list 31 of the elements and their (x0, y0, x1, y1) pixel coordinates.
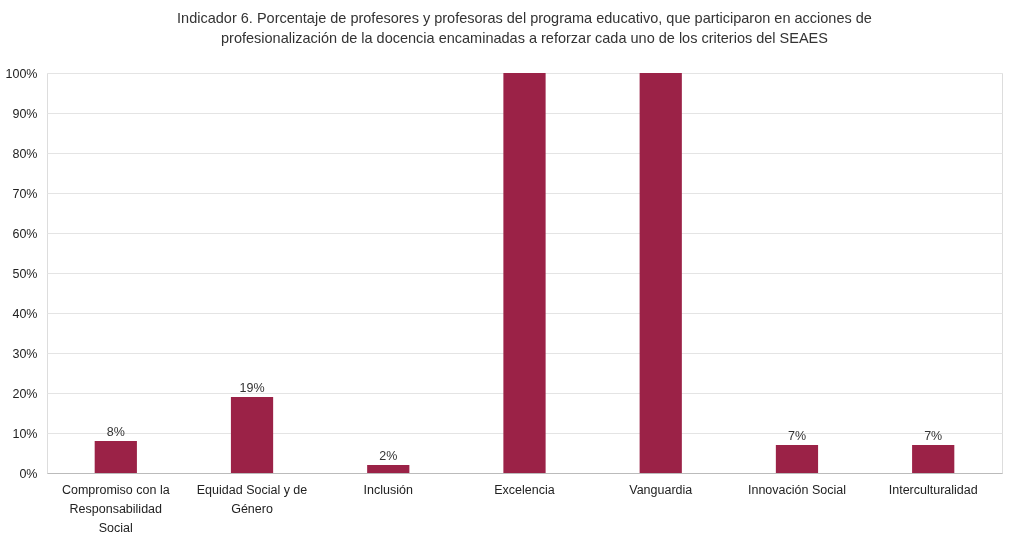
y-tick-label: 100% (5, 66, 38, 81)
x-tick-label: Interculturalidad (888, 482, 978, 497)
y-tick-label: 0% (19, 466, 38, 481)
data-label: 7% (924, 429, 943, 443)
y-tick-label: 10% (12, 426, 38, 441)
data-label: 8% (106, 425, 125, 439)
data-label: 7% (787, 429, 807, 443)
y-tick-label: 70% (12, 186, 38, 201)
bar (367, 465, 410, 473)
data-label: 19% (239, 381, 265, 395)
x-tick-label: Equidad Social y de Género (196, 482, 308, 516)
bar (230, 397, 274, 473)
bar (503, 73, 546, 473)
bar (94, 441, 137, 473)
x-tick-label: Vanguardia (629, 482, 693, 497)
x-tick-label: Innovación Social (747, 482, 846, 497)
chart-title: Indicador 6. Porcentaje de profesores y profesoras del programa educativo, que participaron en acciones de profesionalización de la docencia encaminadas a reforzar cada uno de los criterios del SEAES (177, 9, 872, 46)
bar (639, 73, 682, 473)
bar (775, 445, 819, 473)
data-label: 2% (379, 449, 398, 463)
y-tick-label: 80% (12, 146, 38, 161)
y-tick-label: 60% (12, 226, 38, 241)
y-tick-label: 90% (12, 106, 38, 121)
y-tick-label: 30% (12, 346, 38, 361)
x-tick-label: Compromiso con la Responsabilidad Social (61, 482, 170, 535)
y-tick-label: 40% (12, 306, 38, 321)
x-tick-label: Inclusión (363, 482, 413, 497)
y-tick-label: 20% (12, 386, 38, 401)
bar (912, 445, 955, 473)
y-tick-label: 50% (12, 266, 38, 281)
x-tick-label: Excelencia (494, 482, 555, 497)
